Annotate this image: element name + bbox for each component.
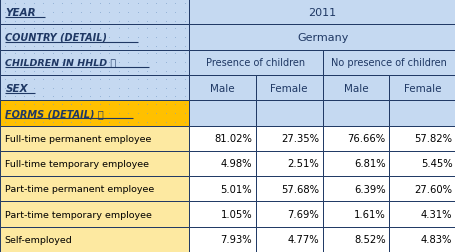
Text: 2.51%: 2.51% <box>287 159 318 169</box>
Text: Female: Female <box>270 83 307 93</box>
Text: 57.68%: 57.68% <box>280 184 318 194</box>
Text: 6.39%: 6.39% <box>353 184 385 194</box>
Text: 1.05%: 1.05% <box>220 209 252 219</box>
Text: 57.82%: 57.82% <box>414 134 451 144</box>
Bar <box>322 126 389 151</box>
Text: Part-time permanent employee: Part-time permanent employee <box>5 184 153 194</box>
Text: 27.35%: 27.35% <box>280 134 318 144</box>
Text: 4.98%: 4.98% <box>220 159 252 169</box>
Bar <box>0 25 189 50</box>
Text: 5.45%: 5.45% <box>420 159 451 169</box>
Bar <box>322 202 389 227</box>
Text: 4.31%: 4.31% <box>420 209 451 219</box>
Text: Female: Female <box>403 83 440 93</box>
Text: 5.01%: 5.01% <box>220 184 252 194</box>
Bar <box>255 151 322 176</box>
Bar <box>255 76 322 101</box>
Bar <box>0 0 189 25</box>
Bar <box>189 50 322 76</box>
Text: Germany: Germany <box>296 33 348 43</box>
Bar <box>189 151 255 176</box>
Bar <box>189 101 255 126</box>
Bar <box>0 227 189 252</box>
Bar <box>322 176 389 202</box>
Bar <box>255 202 322 227</box>
Text: 81.02%: 81.02% <box>214 134 252 144</box>
Bar <box>189 126 255 151</box>
Bar <box>255 101 322 126</box>
Bar <box>255 227 322 252</box>
Bar <box>0 202 189 227</box>
Bar <box>389 101 455 126</box>
Bar <box>189 227 255 252</box>
Bar <box>389 151 455 176</box>
Bar <box>389 202 455 227</box>
Text: Part-time temporary employee: Part-time temporary employee <box>5 210 151 219</box>
Text: 4.83%: 4.83% <box>420 234 451 244</box>
Bar <box>0 101 189 126</box>
Bar <box>189 176 255 202</box>
Bar <box>322 151 389 176</box>
Bar <box>0 176 189 202</box>
Bar <box>322 50 455 76</box>
Text: SEX: SEX <box>5 83 28 93</box>
Bar <box>322 101 389 126</box>
Bar <box>0 126 189 151</box>
Text: 4.77%: 4.77% <box>287 234 318 244</box>
Text: FORMS (DETAIL) ⓘ: FORMS (DETAIL) ⓘ <box>5 108 104 118</box>
Text: YEAR: YEAR <box>5 8 36 18</box>
Text: Male: Male <box>210 83 234 93</box>
Bar <box>0 76 189 101</box>
Bar <box>189 202 255 227</box>
Text: Male: Male <box>343 83 368 93</box>
Text: Full-time permanent employee: Full-time permanent employee <box>5 134 151 143</box>
Bar <box>255 176 322 202</box>
Text: 6.81%: 6.81% <box>353 159 385 169</box>
Text: 1.61%: 1.61% <box>353 209 385 219</box>
Bar <box>189 25 455 50</box>
Text: Full-time temporary employee: Full-time temporary employee <box>5 159 148 168</box>
Text: 7.69%: 7.69% <box>287 209 318 219</box>
Bar <box>389 76 455 101</box>
Bar <box>0 151 189 176</box>
Text: Presence of children: Presence of children <box>206 58 305 68</box>
Bar <box>322 227 389 252</box>
Text: 2011: 2011 <box>308 8 336 18</box>
Text: Self-employed: Self-employed <box>5 235 72 244</box>
Bar <box>322 76 389 101</box>
Text: 76.66%: 76.66% <box>347 134 385 144</box>
Text: 8.52%: 8.52% <box>353 234 385 244</box>
Bar <box>0 50 189 76</box>
Bar <box>189 76 255 101</box>
Bar <box>389 126 455 151</box>
Bar <box>255 126 322 151</box>
Text: 7.93%: 7.93% <box>220 234 252 244</box>
Text: 27.60%: 27.60% <box>414 184 451 194</box>
Text: COUNTRY (DETAIL): COUNTRY (DETAIL) <box>5 33 107 43</box>
Bar <box>389 227 455 252</box>
Bar <box>389 176 455 202</box>
Text: CHILDREN IN HHLD ⓘ: CHILDREN IN HHLD ⓘ <box>5 58 116 68</box>
Text: No presence of children: No presence of children <box>331 58 446 68</box>
Bar <box>189 0 455 25</box>
